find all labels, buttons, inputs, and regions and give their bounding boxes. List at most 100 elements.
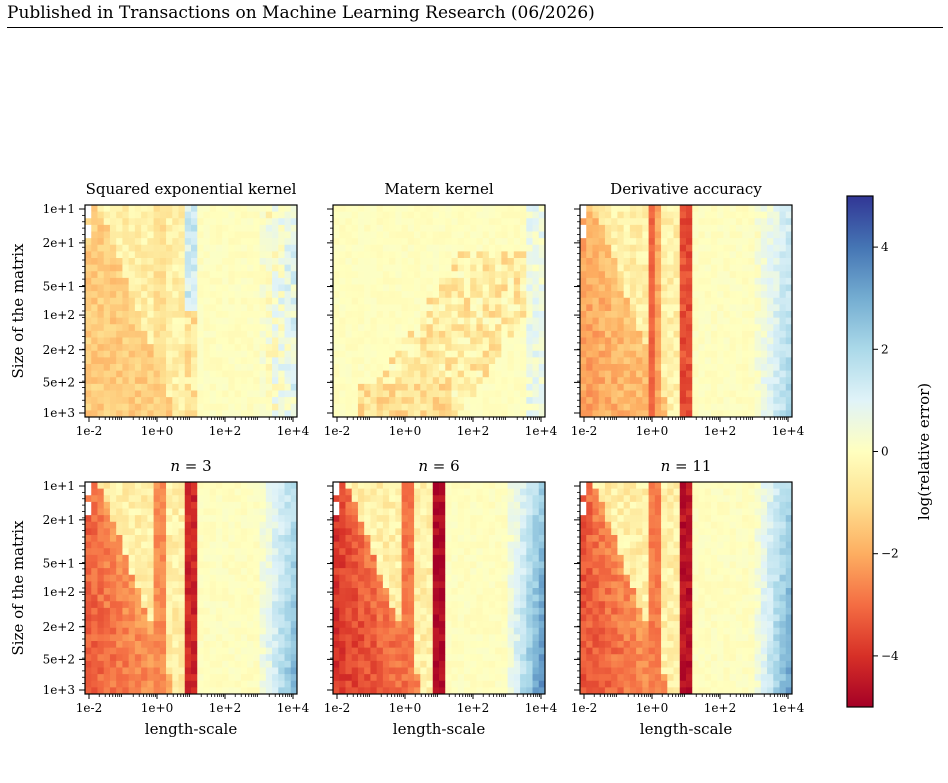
heatmap-cell	[414, 370, 421, 378]
heatmap-cell	[278, 337, 285, 345]
heatmap-cell	[109, 674, 117, 682]
heatmap-cell	[259, 561, 267, 569]
heatmap-cell	[85, 581, 92, 589]
heatmap-cell	[265, 251, 273, 259]
heatmap-cell	[629, 377, 637, 385]
heatmap-cell	[723, 344, 731, 352]
heatmap-cell	[91, 528, 98, 536]
heatmap-cell	[234, 297, 242, 305]
heatmap-cell	[710, 205, 718, 213]
heatmap-cell	[723, 251, 731, 259]
heatmap-cell	[141, 403, 148, 411]
heatmap-cell	[773, 284, 780, 292]
heatmap-cell	[128, 548, 136, 556]
heatmap-cell	[426, 495, 434, 503]
heatmap-cell	[748, 238, 755, 246]
heatmap-cell	[85, 634, 92, 642]
heatmap-cell	[234, 482, 242, 490]
heatmap-cell	[103, 403, 111, 411]
heatmap-cell	[259, 390, 267, 398]
heatmap-cell	[704, 218, 712, 226]
heatmap-cell	[586, 324, 593, 332]
heatmap-cell	[767, 390, 774, 398]
heatmap-cell	[767, 383, 774, 391]
heatmap-cell	[735, 410, 743, 418]
heatmap-cell	[215, 324, 223, 332]
x-tick-label: 1e+2	[209, 701, 241, 715]
heatmap-cell	[482, 495, 490, 503]
heatmap-cell	[290, 364, 298, 372]
heatmap-cell	[122, 627, 130, 635]
heatmap-cell	[586, 205, 593, 213]
heatmap-cell	[538, 244, 546, 252]
heatmap-cell	[134, 501, 142, 509]
heatmap-cell	[482, 211, 490, 219]
heatmap-cell	[345, 501, 353, 509]
heatmap-cell	[679, 383, 687, 391]
heatmap-cell	[673, 350, 681, 358]
heatmap-cell	[648, 337, 656, 345]
heatmap-cell	[234, 515, 242, 523]
heatmap-cell	[667, 231, 674, 239]
heatmap-cell	[476, 317, 484, 325]
heatmap-cell	[642, 370, 649, 378]
heatmap-cell	[520, 508, 527, 516]
heatmap-cell	[172, 211, 179, 219]
heatmap-cell	[648, 291, 656, 299]
heatmap-cell	[679, 291, 687, 299]
heatmap-cell	[147, 687, 154, 695]
heatmap-cell	[197, 277, 204, 285]
heatmap-cell	[222, 601, 229, 609]
heatmap-cell	[470, 311, 477, 319]
heatmap-cell	[370, 397, 378, 405]
heatmap-cell	[228, 528, 236, 536]
heatmap-cell	[197, 574, 204, 582]
heatmap-cell	[272, 667, 279, 675]
heatmap-cell	[382, 508, 390, 516]
heatmap-cell	[420, 508, 427, 516]
heatmap-cell	[278, 614, 285, 622]
heatmap-cell	[451, 224, 459, 232]
heatmap-cell	[85, 548, 92, 556]
heatmap-cell	[661, 238, 668, 246]
heatmap-cell	[357, 337, 365, 345]
heatmap-cell	[748, 383, 755, 391]
heatmap-cell	[166, 561, 173, 569]
heatmap-cell	[592, 297, 600, 305]
heatmap-cell	[147, 588, 154, 596]
heatmap-cell	[401, 410, 409, 418]
x-tick-label: 1e-2	[76, 701, 102, 715]
heatmap-cell	[197, 205, 204, 213]
heatmap-cell	[116, 370, 123, 378]
heatmap-cell	[290, 291, 298, 299]
heatmap-cell	[97, 390, 105, 398]
heatmap-cell	[345, 397, 353, 405]
heatmap-cell	[109, 654, 117, 662]
heatmap-cell	[141, 271, 148, 279]
heatmap-cell	[103, 548, 111, 556]
heatmap-cell	[426, 244, 434, 252]
heatmap-cell	[141, 594, 148, 602]
heatmap-cell	[284, 634, 292, 642]
heatmap-cell	[172, 660, 179, 668]
heatmap-cell	[85, 238, 92, 246]
heatmap-cell	[389, 284, 396, 292]
heatmap-cell	[735, 344, 743, 352]
heatmap-cell	[426, 251, 434, 259]
heatmap-cell	[215, 271, 223, 279]
heatmap-cell	[203, 410, 211, 418]
heatmap-cell	[184, 284, 192, 292]
heatmap-cell	[222, 674, 229, 682]
heatmap-cell	[773, 311, 780, 319]
heatmap-cell	[501, 238, 508, 246]
heatmap-cell	[85, 508, 92, 516]
heatmap-cell	[290, 251, 298, 259]
heatmap-cell	[333, 390, 340, 398]
heatmap-cell	[439, 224, 446, 232]
heatmap-cell	[779, 251, 787, 259]
heatmap-cell	[272, 581, 279, 589]
heatmap-cell	[85, 297, 92, 305]
heatmap-cell	[178, 488, 186, 496]
heatmap-cell	[122, 344, 130, 352]
heatmap-cell	[580, 410, 587, 418]
